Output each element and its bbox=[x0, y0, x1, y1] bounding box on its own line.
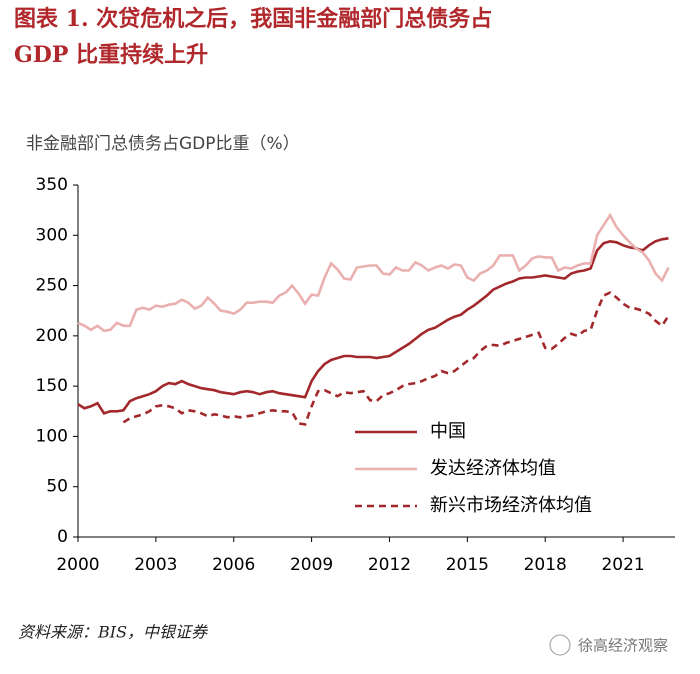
y-tick-label: 50 bbox=[46, 477, 68, 497]
series-line bbox=[122, 291, 670, 426]
watermark: 徐高经济观察 bbox=[578, 637, 668, 655]
source: 资料来源：BIS，中银证券 bbox=[18, 623, 209, 642]
x-tick-label: 2021 bbox=[601, 555, 644, 575]
series-line bbox=[77, 212, 670, 333]
x-tick-label: 2015 bbox=[446, 555, 489, 575]
y-axis-label: 非金融部门总债务占GDP比重（%） bbox=[26, 134, 300, 154]
legend-label: 中国 bbox=[430, 421, 466, 442]
y-tick-label: 350 bbox=[36, 175, 68, 195]
watermark-icon bbox=[549, 634, 571, 656]
legend-label: 新兴市场经济体均值 bbox=[430, 495, 592, 516]
series-line bbox=[77, 237, 669, 415]
y-tick-label: 300 bbox=[36, 225, 68, 245]
chart-subtitle: GDP 比重持续上升 bbox=[14, 42, 208, 68]
legend-label: 发达经济体均值 bbox=[430, 458, 556, 479]
x-tick-label: 2003 bbox=[134, 555, 177, 575]
chart-title: 图表 1. 次贷危机之后，我国非金融部门总债务占 bbox=[14, 6, 492, 32]
x-tick-label: 2018 bbox=[524, 555, 567, 575]
x-tick-label: 2009 bbox=[290, 555, 333, 575]
y-tick-label: 250 bbox=[36, 276, 68, 296]
x-tick-label: 2012 bbox=[368, 555, 411, 575]
y-tick-label: 200 bbox=[36, 326, 68, 346]
y-tick-label: 0 bbox=[57, 527, 68, 547]
x-tick-label: 2000 bbox=[56, 555, 99, 575]
y-tick-label: 150 bbox=[36, 376, 68, 396]
x-tick-label: 2006 bbox=[212, 555, 255, 575]
y-tick-label: 100 bbox=[36, 426, 68, 446]
